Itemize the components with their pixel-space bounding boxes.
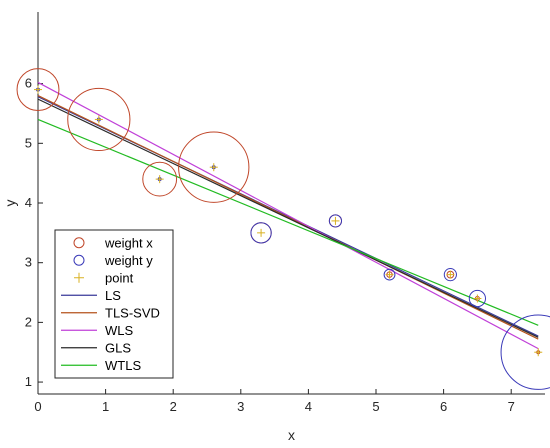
weight-y-circle: [383, 268, 396, 281]
legend-label-wls: WLS: [105, 323, 134, 338]
weight-y-circle: [468, 289, 487, 308]
legend-label-gls: GLS: [105, 340, 131, 355]
legend-swatch-weight-y: [73, 254, 85, 266]
line-wls: [37, 81, 539, 350]
data-markers: [16, 68, 550, 390]
legend-label-weight-y: weight y: [104, 253, 153, 268]
y-tick-label: 5: [25, 135, 32, 150]
weight-x-circle: [142, 161, 178, 197]
legend-swatch-weight-x: [73, 237, 85, 249]
weight-x-circle: [67, 87, 131, 152]
weight-y-circle: [328, 214, 343, 228]
legend-label-tls-svd: TLS-SVD: [105, 305, 160, 320]
legend-label-ls: LS: [105, 288, 121, 303]
line-gls: [37, 98, 539, 338]
x-axis-label: x: [288, 427, 295, 443]
legend-label-point: point: [105, 270, 134, 285]
line-wtls: [37, 118, 539, 326]
y-tick-label: 6: [25, 76, 32, 91]
x-tick-label: 3: [237, 399, 244, 414]
y-axis-label: y: [2, 200, 18, 207]
fit-lines: [37, 81, 539, 350]
x-tick-label: 4: [305, 399, 312, 414]
x-tick-label: 0: [34, 399, 41, 414]
legend-box: [54, 229, 174, 379]
weight-x-circle: [178, 131, 250, 203]
weight-y-circle: [250, 222, 272, 244]
x-tick-label: 2: [170, 399, 177, 414]
x-tick-label: 7: [508, 399, 515, 414]
y-tick-label: 3: [25, 255, 32, 270]
x-tick-label: 6: [440, 399, 447, 414]
line-tls-svd: [37, 95, 539, 340]
x-tick-label: 5: [372, 399, 379, 414]
weight-y-circle: [500, 314, 550, 390]
y-tick-label: 2: [25, 314, 32, 329]
legend-label-weight-x: weight x: [104, 235, 153, 250]
x-tick-label: 1: [102, 399, 109, 414]
weight-x-circle: [16, 68, 60, 112]
weight-y-circle: [443, 268, 457, 282]
legend-label-wtls: WTLS: [105, 358, 141, 373]
y-tick-label: 1: [25, 374, 32, 389]
legend: weight x weight y point LS TLS-SVD WLS GLS WTLS: [54, 229, 174, 379]
y-tick-label: 4: [25, 195, 32, 210]
